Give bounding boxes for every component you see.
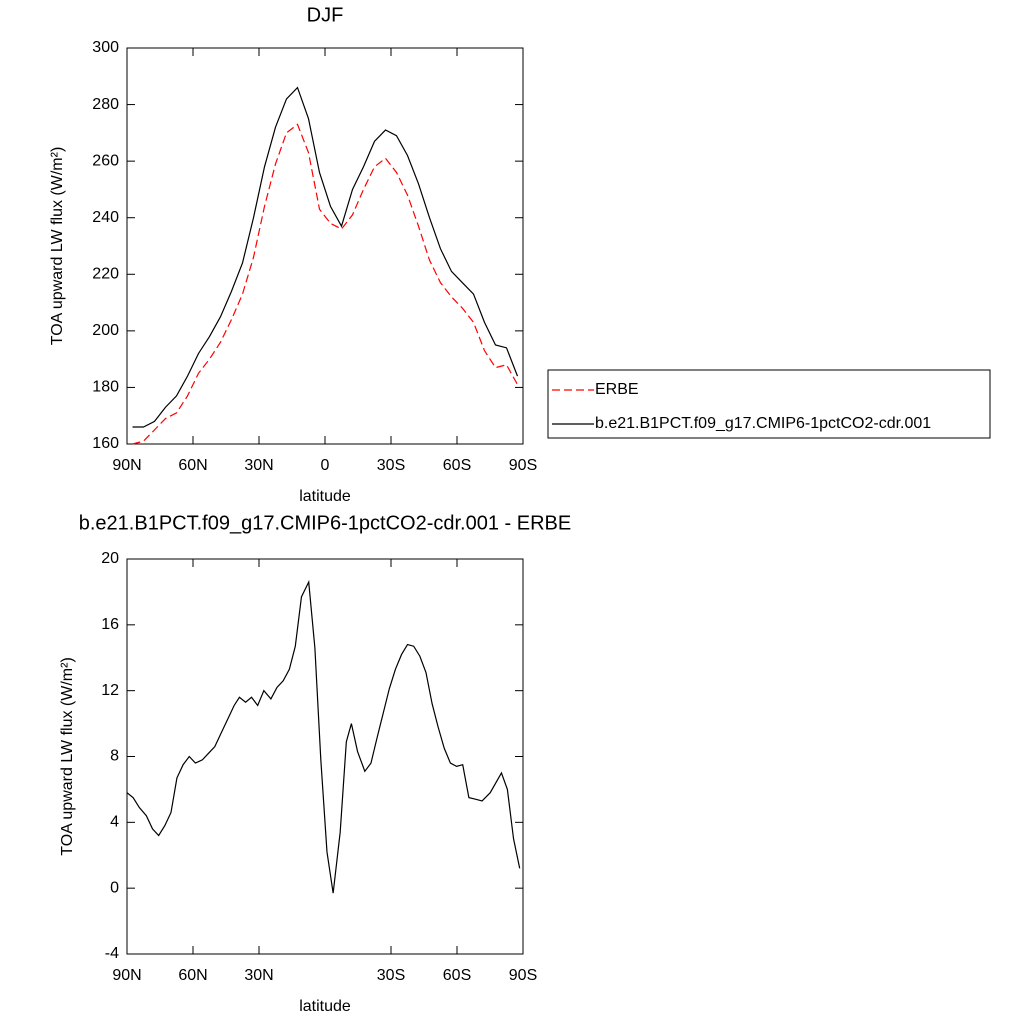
legend-label: ERBE <box>595 381 639 398</box>
y-tick-label: 4 <box>110 814 119 831</box>
y-tick-label: 240 <box>92 209 119 226</box>
y-tick-label: 0 <box>110 879 119 896</box>
y-tick-label: 260 <box>92 152 119 169</box>
x-axis-label: latitude <box>299 488 351 505</box>
x-tick-label: 90N <box>112 967 141 984</box>
y-tick-label: 8 <box>110 748 119 765</box>
x-tick-label: 30S <box>377 967 405 984</box>
plot-frame <box>126 47 524 445</box>
x-tick-label: 30N <box>244 457 273 474</box>
legend-label: b.e21.B1PCT.f09_g17.CMIP6-1pctCO2-cdr.00… <box>595 415 931 432</box>
legend-box <box>547 369 991 439</box>
x-tick-label: 60S <box>443 457 471 474</box>
x-tick-label: 60N <box>178 457 207 474</box>
y-tick-label: 220 <box>92 266 119 283</box>
x-tick-label: 90S <box>509 967 537 984</box>
y-axis-label: TOA upward LW flux (W/m²) <box>49 147 66 346</box>
x-axis-label: latitude <box>299 998 351 1015</box>
x-tick-label: 30N <box>244 967 273 984</box>
y-tick-label: -4 <box>105 945 119 962</box>
y-axis-label: TOA upward LW flux (W/m²) <box>59 657 76 856</box>
chart-title: b.e21.B1PCT.f09_g17.CMIP6-1pctCO2-cdr.00… <box>79 512 571 534</box>
y-tick-label: 20 <box>101 550 119 567</box>
x-tick-label: 0 <box>321 457 330 474</box>
data-line <box>132 123 519 445</box>
plot-frame <box>126 558 524 955</box>
x-tick-label: 60S <box>443 967 471 984</box>
y-tick-label: 280 <box>92 96 119 113</box>
x-tick-label: 90N <box>112 457 141 474</box>
x-tick-label: 90S <box>509 457 537 474</box>
y-tick-label: 160 <box>92 435 119 452</box>
y-tick-label: 300 <box>92 39 119 56</box>
x-tick-label: 60N <box>178 967 207 984</box>
x-tick-label: 30S <box>377 457 405 474</box>
y-tick-label: 180 <box>92 379 119 396</box>
y-tick-label: 12 <box>101 682 119 699</box>
data-line <box>126 579 521 894</box>
data-line <box>132 86 519 428</box>
y-tick-label: 16 <box>101 616 119 633</box>
chart-title: DJF <box>307 4 344 26</box>
y-tick-label: 200 <box>92 322 119 339</box>
